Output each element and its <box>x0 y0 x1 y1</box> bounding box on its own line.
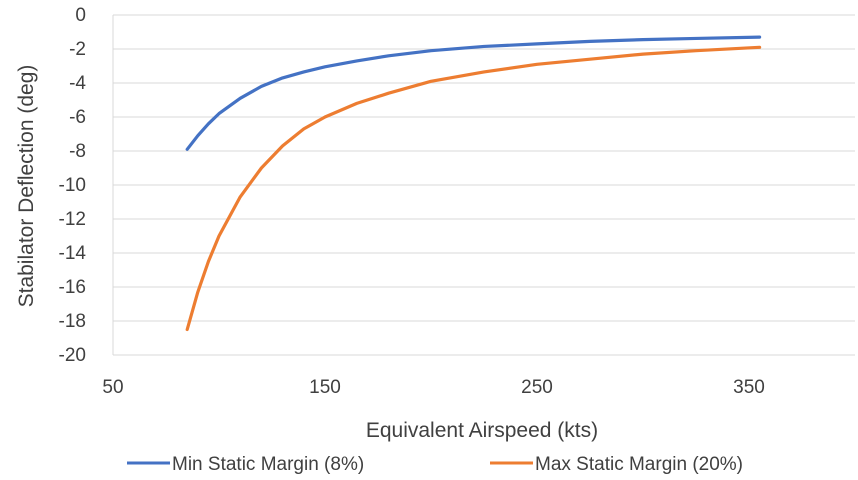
y-axis-ticks: 0 -2 -4 -6 -8 -10 -12 -14 -16 -18 -20 <box>59 5 87 366</box>
legend-label-max: Max Static Margin (20%) <box>535 454 743 475</box>
x-tick-label: 50 <box>102 377 123 398</box>
y-tick-label: -20 <box>59 345 86 366</box>
y-axis-title: Stabilator Deflection (deg) <box>15 65 38 308</box>
series-line-min-static-margin <box>185 35 762 151</box>
x-tick-label: 150 <box>309 377 341 398</box>
x-axis-title: Equivalent Airspeed (kts) <box>366 419 598 442</box>
series-line-max-static-margin <box>185 45 762 332</box>
y-tick-label: -2 <box>69 39 86 60</box>
y-tick-label: -6 <box>69 107 86 128</box>
y-tick-label: -14 <box>59 243 87 264</box>
legend-label-min: Min Static Margin (8%) <box>172 454 364 475</box>
series-layer <box>185 35 762 332</box>
y-tick-label: -18 <box>59 311 86 332</box>
x-tick-label: 250 <box>521 377 553 398</box>
grid-layer <box>112 14 855 356</box>
legend: Min Static Margin (8%) Max Static Margin… <box>127 454 743 475</box>
y-tick-label: -12 <box>59 209 86 230</box>
y-tick-label: 0 <box>75 5 86 26</box>
y-tick-label: -10 <box>59 175 86 196</box>
y-tick-label: -16 <box>59 277 86 298</box>
y-tick-label: -8 <box>69 141 86 162</box>
x-axis-ticks: 50 150 250 350 <box>102 377 764 398</box>
x-tick-label: 350 <box>733 377 765 398</box>
y-tick-label: -4 <box>69 73 86 94</box>
